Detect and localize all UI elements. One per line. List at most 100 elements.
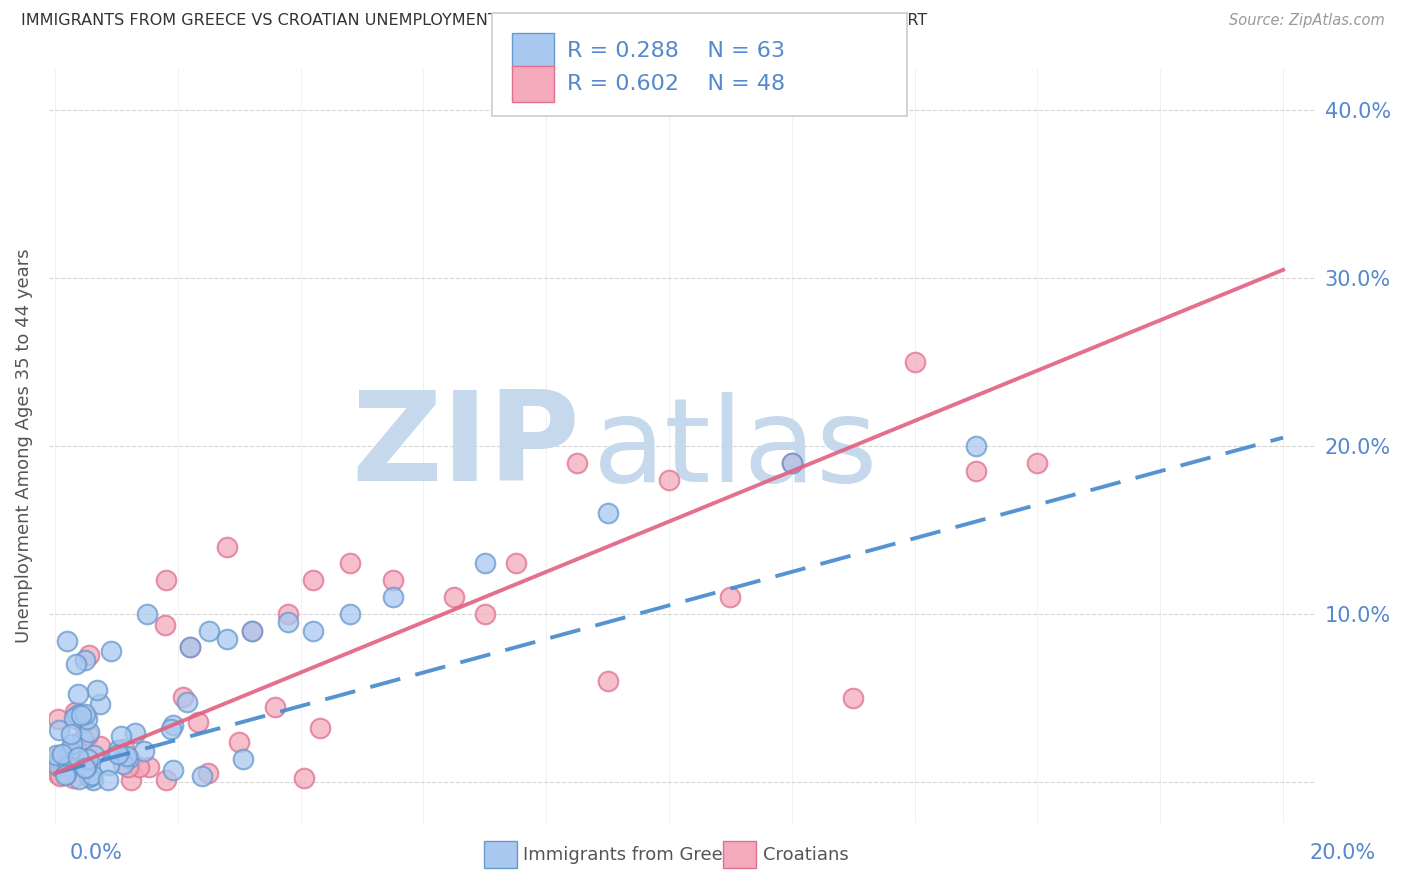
Point	[197, 766, 219, 780]
Point	[73, 706, 96, 721]
Text: ZIP: ZIP	[352, 385, 581, 507]
Text: Croatians: Croatians	[763, 846, 849, 863]
Point	[75, 759, 97, 773]
Point	[155, 772, 177, 787]
Point	[86, 683, 108, 698]
Point	[565, 456, 588, 470]
Point	[120, 772, 142, 787]
Point	[162, 717, 184, 731]
Point	[136, 607, 159, 621]
Point	[381, 573, 404, 587]
Point	[1026, 456, 1049, 470]
Point	[77, 724, 100, 739]
Point	[77, 752, 100, 766]
Point	[505, 557, 527, 571]
Point	[70, 755, 93, 769]
Point	[97, 772, 120, 787]
Point	[191, 769, 214, 783]
Point	[138, 760, 160, 774]
Point	[263, 700, 285, 714]
Point	[73, 653, 96, 667]
Point	[48, 751, 70, 765]
Point	[215, 540, 238, 554]
Point	[339, 607, 361, 621]
Point	[842, 690, 865, 705]
Point	[83, 748, 105, 763]
Text: IMMIGRANTS FROM GREECE VS CROATIAN UNEMPLOYMENT AMONG AGES 35 TO 44 YEARS CORREL: IMMIGRANTS FROM GREECE VS CROATIAN UNEMP…	[21, 13, 928, 29]
Point	[309, 721, 332, 735]
Point	[904, 355, 927, 369]
Point	[98, 758, 121, 772]
Point	[82, 772, 104, 787]
Point	[302, 624, 325, 638]
Point	[292, 771, 315, 785]
Text: atlas: atlas	[593, 392, 879, 508]
Point	[79, 648, 101, 663]
Text: 0.0%: 0.0%	[69, 843, 122, 863]
Point	[63, 706, 86, 720]
Point	[67, 772, 90, 787]
Point	[115, 748, 138, 763]
Point	[596, 673, 619, 688]
Point	[89, 739, 111, 753]
Point	[228, 734, 250, 748]
Point	[62, 771, 84, 785]
Point	[66, 687, 89, 701]
Point	[179, 640, 201, 655]
Point	[780, 456, 803, 470]
Point	[118, 751, 141, 765]
Point	[277, 607, 299, 621]
Point	[55, 767, 77, 781]
Point	[72, 732, 94, 747]
Point	[110, 730, 132, 744]
Point	[56, 634, 79, 648]
Point	[53, 768, 76, 782]
Point	[474, 607, 496, 621]
Point	[155, 573, 177, 587]
Point	[232, 752, 254, 766]
Point	[107, 743, 129, 757]
Point	[107, 747, 129, 762]
Point	[66, 707, 89, 722]
Point	[66, 749, 89, 764]
Point	[76, 728, 98, 742]
Point	[62, 711, 84, 725]
Point	[46, 712, 69, 726]
Point	[187, 714, 209, 729]
Point	[72, 716, 94, 731]
Point	[48, 758, 70, 772]
Point	[134, 743, 156, 757]
Point	[45, 747, 67, 762]
Point	[65, 657, 87, 672]
Point	[117, 760, 139, 774]
Text: Source: ZipAtlas.com: Source: ZipAtlas.com	[1229, 13, 1385, 29]
Point	[66, 744, 89, 758]
Point	[474, 557, 496, 571]
Point	[443, 590, 465, 604]
Point	[70, 707, 93, 722]
Point	[80, 768, 103, 782]
Point	[128, 760, 150, 774]
Point	[658, 473, 681, 487]
Point	[215, 632, 238, 646]
Point	[112, 756, 135, 771]
Point	[339, 557, 361, 571]
Point	[596, 506, 619, 520]
Point	[112, 741, 135, 756]
Point	[124, 726, 146, 740]
Point	[76, 712, 98, 726]
Text: R = 0.602    N = 48: R = 0.602 N = 48	[567, 74, 785, 94]
Point	[240, 624, 263, 638]
Point	[277, 615, 299, 629]
Point	[381, 590, 404, 604]
Point	[48, 759, 70, 773]
Point	[176, 695, 198, 709]
Point	[179, 640, 201, 655]
Point	[75, 761, 97, 775]
Point	[48, 723, 70, 737]
Point	[77, 771, 100, 785]
Point	[160, 722, 183, 736]
Point	[100, 644, 122, 658]
Point	[302, 573, 325, 587]
Point	[197, 624, 219, 638]
